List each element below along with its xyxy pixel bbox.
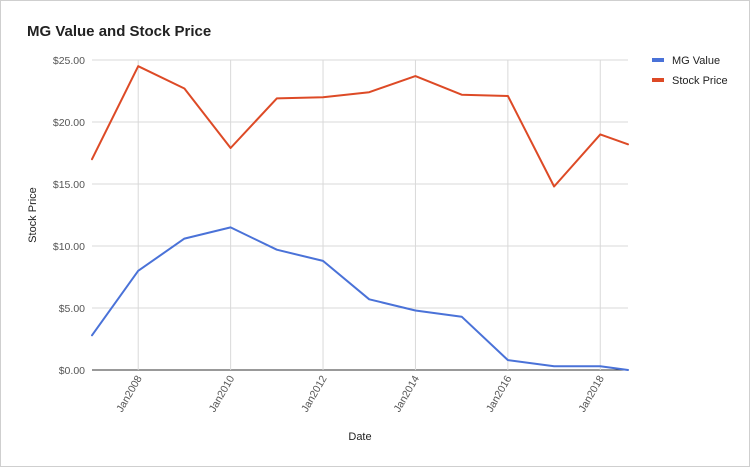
legend-swatch: [652, 58, 664, 62]
x-tick-label: Jan2012: [299, 373, 330, 414]
y-tick-label: $25.00: [53, 55, 85, 67]
y-tick-labels: $0.00 $5.00 $10.00 $15.00 $20.00 $25.00: [53, 55, 85, 377]
y-axis-label: Stock Price: [27, 187, 39, 243]
x-tick-label: Jan2008: [114, 373, 145, 414]
series-lines: [91, 65, 629, 371]
x-tick-labels: Jan2008 Jan2010 Jan2012 Jan2014 Jan2016 Jan20…: [114, 373, 607, 414]
chart-title: MG Value and Stock Price: [27, 23, 212, 40]
y-tick-label: $15.00: [53, 179, 85, 191]
y-tick-label: $0.00: [59, 365, 85, 377]
x-tick-label: Jan2014: [392, 373, 423, 414]
y-tick-label: $20.00: [53, 117, 85, 129]
x-tick-label: Jan2010: [207, 373, 238, 414]
legend-label: MG Value: [672, 55, 720, 67]
series-line-2: [91, 65, 629, 188]
legend: MG Value Stock Price: [652, 55, 728, 87]
y-tick-label: $5.00: [59, 303, 85, 315]
gridlines: [92, 59, 628, 371]
x-axis-label: Date: [348, 431, 371, 443]
series-line-1: [91, 226, 629, 371]
legend-label: Stock Price: [672, 75, 728, 87]
x-tick-label: Jan2018: [576, 373, 607, 414]
legend-swatch: [652, 78, 664, 82]
y-tick-label: $10.00: [53, 241, 85, 253]
x-tick-label: Jan2016: [484, 373, 515, 414]
